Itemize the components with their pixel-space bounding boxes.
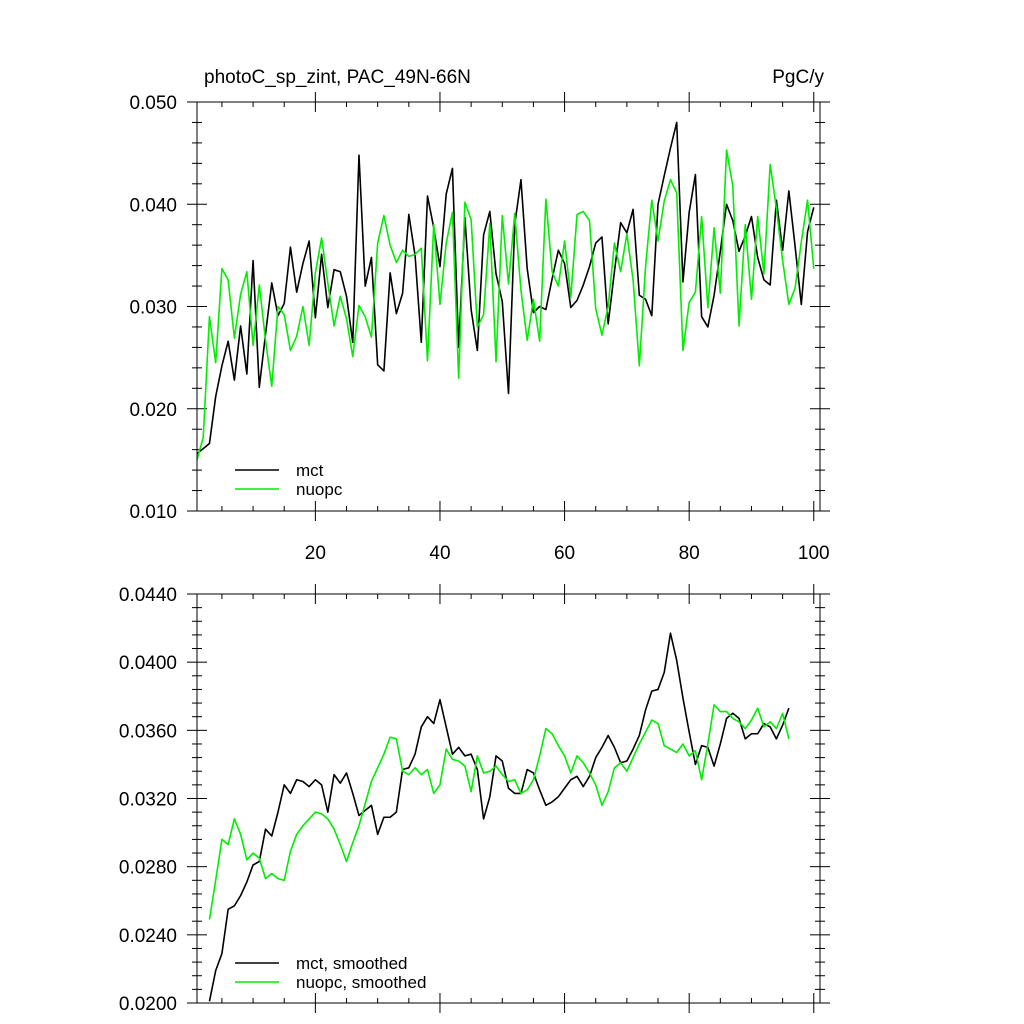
x-tick-label: 20 (305, 543, 326, 564)
y-tick-label: 0.0320 (119, 790, 177, 811)
y-tick-labels: 0.0200 0.0240 0.0280 0.0320 0.0360 0.0400 0.04… (119, 585, 177, 1015)
top-panel: photoC_sp_zint, PAC_49N-66N PgC/y 0.0100… (129, 67, 830, 564)
plot-frame (196, 101, 821, 512)
y-tick-label: 0.020 (129, 400, 177, 421)
panel-title: photoC_sp_zint, PAC_49N-66N (204, 67, 471, 88)
y-tick-label: 0.0200 (119, 994, 177, 1015)
x-tick-labels: 20 40 60 80 100 (305, 543, 830, 564)
legend-entry: nuopc, smoothed (296, 973, 426, 992)
series-line-nuopc (197, 149, 815, 461)
y-tick-labels: 0.010 0.020 0.030 0.040 0.050 (129, 93, 177, 523)
series-line-mct (197, 121, 815, 455)
series-lines (208, 632, 790, 1002)
y-tick-label: 0.040 (129, 195, 177, 216)
tick-marks (187, 584, 830, 1013)
y-tick-label: 0.0240 (119, 926, 177, 947)
x-tick-label: 100 (798, 543, 830, 564)
y-tick-label: 0.030 (129, 298, 177, 319)
y-tick-label: 0.0360 (119, 721, 177, 742)
legend-entry: mct, smoothed (296, 954, 408, 973)
y-tick-label: 0.0440 (119, 585, 177, 606)
legend-entry: nuopc (296, 480, 343, 499)
x-tick-label: 80 (679, 543, 700, 564)
units-label: PgC/y (772, 67, 824, 88)
series-line-nuopc-smoothed (208, 703, 790, 920)
y-tick-label: 0.0400 (119, 653, 177, 674)
series-lines (197, 121, 815, 461)
y-tick-label: 0.010 (129, 502, 177, 523)
x-tick-label: 40 (429, 543, 450, 564)
legend-entry: mct (296, 461, 324, 480)
x-tick-label: 60 (554, 543, 575, 564)
series-line-mct-smoothed (208, 632, 790, 1002)
plot-frame (196, 593, 821, 1004)
y-tick-label: 0.050 (129, 93, 177, 114)
bottom-panel: 0.0200 0.0240 0.0280 0.0320 0.0360 0.0400 0.04… (119, 584, 830, 1015)
y-tick-label: 0.0280 (119, 858, 177, 879)
tick-marks (187, 92, 830, 521)
